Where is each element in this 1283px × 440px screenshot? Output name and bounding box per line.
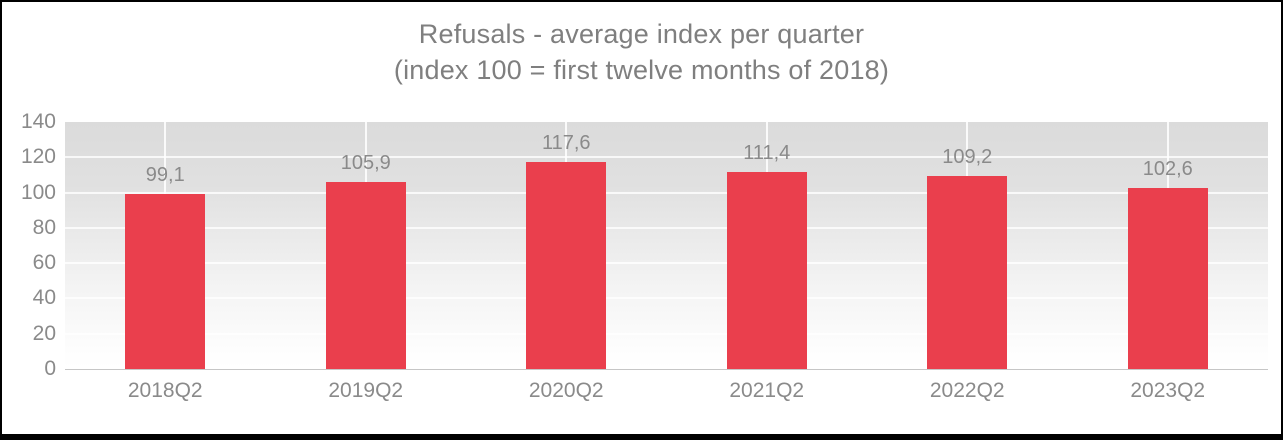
bar-value-label: 102,6 bbox=[1142, 157, 1193, 180]
bar-value-label: 111,4 bbox=[743, 142, 791, 165]
x-axis-category-label: 2018Q2 bbox=[127, 379, 203, 402]
y-axis-tick-label: 60 bbox=[32, 251, 56, 275]
x-axis-category-label: 2022Q2 bbox=[929, 379, 1005, 402]
bar-value-label: 117,6 bbox=[541, 131, 591, 154]
horizontal-gridline bbox=[65, 262, 1268, 265]
horizontal-gridline bbox=[65, 156, 1268, 159]
x-axis-category-label: 2021Q2 bbox=[729, 379, 805, 402]
bar-2023Q2 bbox=[1127, 187, 1208, 369]
horizontal-gridline bbox=[65, 226, 1268, 229]
horizontal-gridline bbox=[65, 191, 1268, 194]
bar-value-label: 109,2 bbox=[942, 146, 993, 169]
bar-value-label: 105,9 bbox=[340, 152, 391, 175]
bar-2022Q2 bbox=[927, 176, 1008, 369]
y-axis-tick-label: 20 bbox=[32, 321, 56, 345]
x-axis-category-label: 2023Q2 bbox=[1130, 379, 1206, 402]
horizontal-gridline bbox=[65, 332, 1268, 335]
y-axis-tick-label: 100 bbox=[20, 180, 56, 204]
chart-title: Refusals - average index per quarter (in… bbox=[2, 16, 1281, 88]
y-axis-tick-label: 0 bbox=[44, 357, 56, 380]
y-axis-tick-label: 120 bbox=[20, 145, 56, 169]
chart-title-line2: (index 100 = first twelve months of 2018… bbox=[393, 55, 890, 85]
bar-value-label: 99,1 bbox=[145, 164, 185, 187]
y-axis-tick-label: 40 bbox=[32, 286, 56, 310]
plot-area: 99,1 105,9 117,6 111,4 109,2 102,6 bbox=[65, 122, 1268, 370]
horizontal-gridline bbox=[65, 297, 1268, 300]
bar-2018Q2 bbox=[125, 194, 206, 369]
bar-2020Q2 bbox=[526, 161, 607, 369]
bar-2021Q2 bbox=[726, 172, 807, 369]
y-axis-tick-label: 80 bbox=[32, 215, 56, 239]
x-axis-category-label: 2020Q2 bbox=[528, 379, 604, 402]
chart-title-line1: Refusals - average index per quarter bbox=[418, 19, 865, 49]
y-axis-tick-label: 140 bbox=[20, 110, 56, 133]
bar-2019Q2 bbox=[325, 182, 406, 369]
x-axis-category-label: 2019Q2 bbox=[328, 379, 404, 402]
x-axis: 2018Q2 2019Q2 2020Q2 2021Q2 2022Q2 2023Q2 bbox=[65, 379, 1268, 407]
